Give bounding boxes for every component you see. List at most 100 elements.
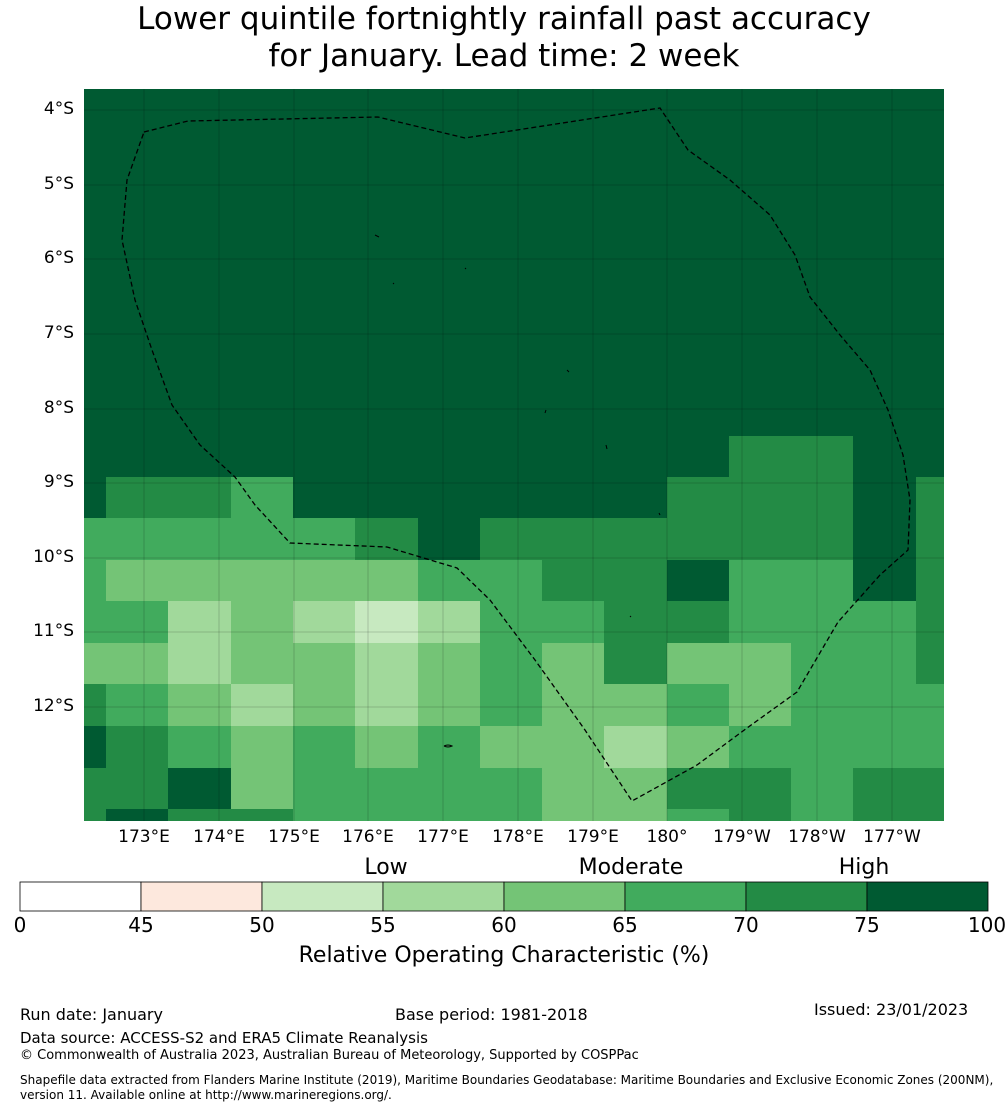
lat-label: 5°S xyxy=(43,174,74,194)
map-title-line1: Lower quintile fortnightly rainfall past… xyxy=(137,1,871,37)
grid-cell xyxy=(418,643,480,684)
grid-cell xyxy=(729,560,853,601)
grid-cell xyxy=(729,684,791,726)
grid-cell xyxy=(542,560,667,601)
colorbar-bin xyxy=(19,881,142,912)
grid-cell xyxy=(355,601,418,643)
grid-cell xyxy=(667,560,729,601)
lon-label: 177°E xyxy=(417,827,469,847)
grid-cell xyxy=(729,436,853,518)
grid-cell xyxy=(231,643,293,684)
grid-cell xyxy=(604,601,667,643)
colorbar-tick: 70 xyxy=(733,913,759,937)
grid-cell xyxy=(418,684,480,726)
base-period: Base period: 1981-2018 xyxy=(395,1005,588,1024)
run-date: Run date: January xyxy=(20,1005,163,1024)
grid-cell xyxy=(355,518,418,560)
grid-cell xyxy=(853,601,916,643)
island xyxy=(443,744,454,748)
colorbar-tick: 50 xyxy=(249,913,275,937)
lon-label: 178°E xyxy=(492,827,544,847)
island xyxy=(605,444,608,450)
grid-cell xyxy=(916,560,944,601)
grid-cell xyxy=(418,560,542,601)
grid-cell xyxy=(791,768,853,809)
grid-cell xyxy=(84,518,355,560)
grid-cell xyxy=(791,809,853,821)
lat-label: 6°S xyxy=(43,248,74,268)
issued-date: Issued: 23/01/2023 xyxy=(814,1000,969,1019)
lat-label: 9°S xyxy=(43,472,74,492)
colorbar-bin xyxy=(503,881,626,912)
shapefile-credit: Shapefile data extracted from Flanders M… xyxy=(20,1073,994,1102)
grid-cell xyxy=(84,477,106,518)
grid-cell xyxy=(729,809,791,821)
colorbar-bin xyxy=(261,881,384,912)
grid-cell xyxy=(231,768,293,809)
grid-cell xyxy=(231,684,293,726)
lat-label: 7°S xyxy=(43,323,74,343)
grid-cell xyxy=(84,768,168,809)
grid-cell xyxy=(791,643,916,684)
grid-cell xyxy=(480,726,604,768)
island xyxy=(566,369,570,373)
grid-cell xyxy=(293,643,355,684)
grid-cell xyxy=(916,643,944,684)
map-title-line2: for January. Lead time: 2 week xyxy=(268,38,740,74)
grid-cell xyxy=(84,726,106,768)
island xyxy=(374,234,380,238)
grid-cell xyxy=(355,643,418,684)
grid-cell xyxy=(667,684,729,726)
grid-cell xyxy=(542,809,667,821)
copyright: © Commonwealth of Australia 2023, Austra… xyxy=(20,1048,639,1063)
island xyxy=(658,512,661,516)
grid-cell xyxy=(231,726,293,768)
grid-cell xyxy=(106,560,418,601)
grid-cell xyxy=(480,643,542,684)
data-source: Data source: ACCESS-S2 and ERA5 Climate … xyxy=(20,1029,428,1047)
grid-cell xyxy=(106,726,168,768)
grid-cell xyxy=(480,601,604,643)
grid-cell xyxy=(168,768,231,809)
rainfall-accuracy-grid xyxy=(84,89,944,821)
colorbar-bin xyxy=(382,881,505,912)
grid-cell xyxy=(480,518,667,560)
grid-cell xyxy=(853,477,916,560)
islands xyxy=(374,234,661,748)
grid-cell xyxy=(355,726,418,768)
lon-label: 179°E xyxy=(567,827,619,847)
grid-cell xyxy=(293,601,355,643)
grid-cell xyxy=(542,643,604,684)
grid-cell xyxy=(106,684,168,726)
grid-cell xyxy=(480,684,542,726)
lon-label: 174°E xyxy=(193,827,245,847)
lon-label: 179°W xyxy=(713,827,771,847)
grid-cell xyxy=(916,518,944,560)
grid-cell xyxy=(729,726,944,768)
grid-cell xyxy=(355,684,418,726)
grid-cell xyxy=(729,601,853,643)
grid-cell xyxy=(231,477,293,518)
grid-cell xyxy=(916,477,944,518)
lon-label: 178°W xyxy=(788,827,846,847)
graticule-lines xyxy=(84,89,944,821)
lon-label: 177°W xyxy=(863,827,921,847)
grid-cell xyxy=(667,643,791,684)
grid-cell xyxy=(293,809,542,821)
grid-cell xyxy=(853,768,944,809)
colorbar-bin xyxy=(624,881,747,912)
grid-cell xyxy=(916,601,944,643)
lat-label: 12°S xyxy=(33,696,74,716)
grid-cell xyxy=(168,601,231,643)
colorbar-tick: 55 xyxy=(370,913,396,937)
grid-cell xyxy=(604,726,667,768)
grid-cell xyxy=(667,809,729,821)
colorbar-label: Relative Operating Characteristic (%) xyxy=(298,943,710,968)
grid-cell xyxy=(168,643,231,684)
grid-cell xyxy=(231,601,293,643)
grid-cell xyxy=(542,768,667,809)
grid-cell xyxy=(106,809,168,821)
lat-label: 4°S xyxy=(43,99,74,119)
lat-label: 10°S xyxy=(33,547,74,567)
